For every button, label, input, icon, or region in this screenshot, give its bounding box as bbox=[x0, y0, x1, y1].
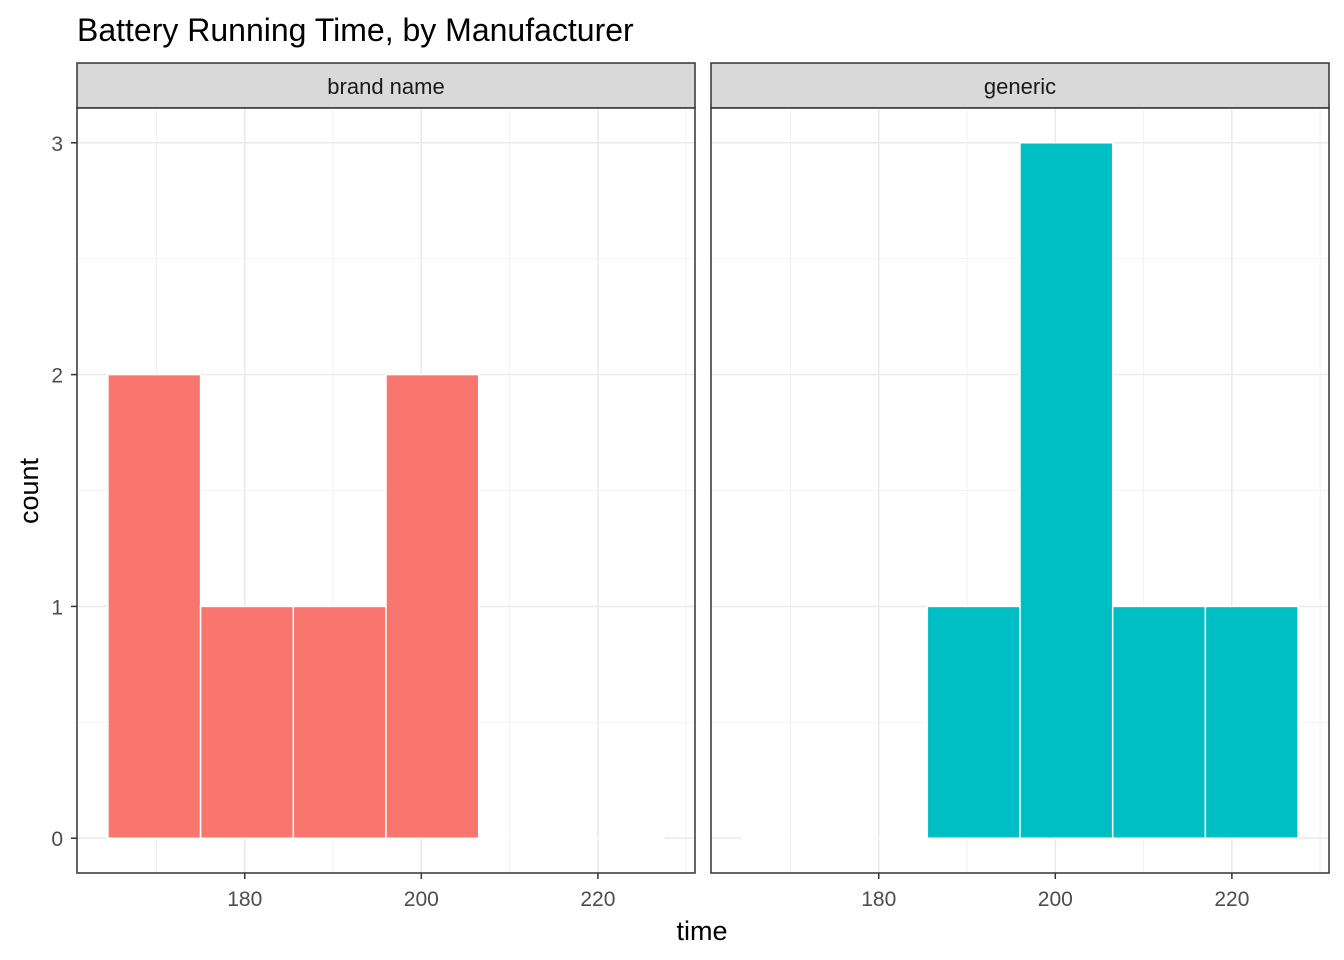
histogram-bar bbox=[107, 373, 202, 839]
x-tick-label: 220 bbox=[580, 888, 615, 911]
facet-strip-label: brand name bbox=[327, 74, 444, 99]
facet-strip-label: generic bbox=[984, 74, 1056, 99]
y-tick-label: 3 bbox=[51, 133, 63, 156]
histogram-bar bbox=[1111, 605, 1207, 839]
y-tick-label: 1 bbox=[51, 596, 63, 619]
histogram-bar bbox=[199, 605, 295, 839]
histogram-bar bbox=[1204, 605, 1299, 839]
histogram-bar bbox=[1019, 142, 1114, 839]
x-tick-label: 220 bbox=[1214, 888, 1249, 911]
panel-border bbox=[76, 107, 696, 874]
x-tick-label: 180 bbox=[861, 888, 896, 911]
facet-panel-generic: generic 180 200 220 bbox=[710, 62, 1330, 911]
y-tick-label: 2 bbox=[51, 365, 63, 388]
chart-title: Battery Running Time, by Manufacturer bbox=[77, 12, 634, 48]
x-tick-label: 200 bbox=[1038, 888, 1073, 911]
facet-strip bbox=[710, 62, 1330, 109]
x-axis-title: time bbox=[676, 916, 727, 946]
histogram-bar bbox=[926, 605, 1021, 839]
y-axis-title: count bbox=[14, 457, 44, 524]
y-tick-label: 0 bbox=[51, 828, 63, 851]
panel-border bbox=[710, 107, 1330, 874]
x-tick-label: 180 bbox=[227, 888, 262, 911]
histogram-bar bbox=[292, 605, 387, 839]
facet-panels: brand name 180 200 220 0 1 2 3 generic 180 200 220 bbox=[51, 62, 1330, 911]
facet-panel-brand-name: brand name 180 200 220 0 1 2 3 bbox=[51, 62, 696, 911]
facet-strip bbox=[76, 62, 696, 109]
x-tick-label: 200 bbox=[404, 888, 439, 911]
histogram-bar bbox=[385, 373, 480, 839]
